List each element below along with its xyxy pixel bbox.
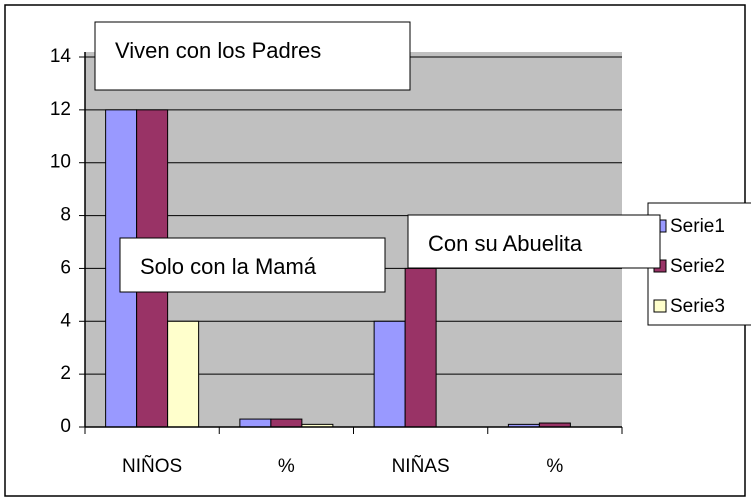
annotation: Solo con la Mamá — [140, 254, 317, 279]
annotation-box — [407, 214, 661, 269]
annotation: Con su Abuelita — [428, 231, 583, 256]
x-tick-label: % — [278, 456, 295, 477]
bar — [270, 418, 303, 428]
x-tick-label: NIÑAS — [392, 455, 450, 477]
legend-label: Serie3 — [670, 296, 725, 317]
y-tick-label: 10 — [50, 152, 71, 173]
y-tick-label: 6 — [60, 257, 71, 278]
y-tick-label: 12 — [50, 99, 71, 120]
y-tick-label: 0 — [60, 416, 71, 437]
y-tick-label: 2 — [60, 363, 71, 384]
annotation-box — [94, 21, 411, 91]
bar — [239, 418, 272, 428]
y-tick-label: 8 — [60, 205, 71, 226]
legend-label: Serie2 — [670, 256, 725, 277]
bar — [167, 320, 200, 428]
y-tick-label: 14 — [50, 46, 72, 67]
legend-swatch — [653, 299, 667, 313]
bar — [373, 320, 406, 428]
annotation: Viven con los Padres — [115, 38, 321, 63]
x-tick-label: % — [546, 456, 563, 477]
legend-label: Serie1 — [670, 216, 725, 237]
x-tick-label: NIÑOS — [122, 455, 182, 477]
annotation-box — [119, 237, 386, 293]
bar — [404, 267, 437, 428]
y-tick-label: 4 — [60, 310, 71, 331]
